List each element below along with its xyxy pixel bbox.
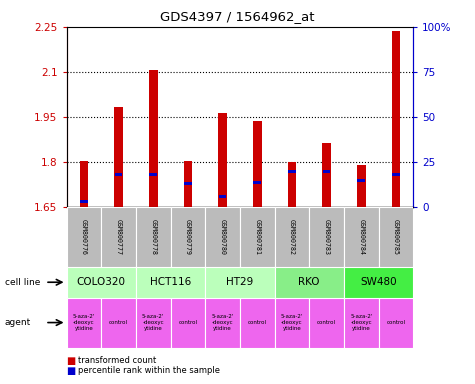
Bar: [344, 298, 379, 348]
Text: control: control: [248, 320, 267, 325]
Bar: [66, 298, 101, 348]
Bar: [287, 162, 296, 207]
Text: GSM800782: GSM800782: [289, 219, 295, 255]
Text: COLO320: COLO320: [76, 277, 126, 287]
Text: control: control: [317, 320, 336, 325]
Text: GDS4397 / 1564962_at: GDS4397 / 1564962_at: [160, 10, 315, 23]
Text: control: control: [109, 320, 128, 325]
Text: 5-aza-2'
-deoxyc
ytidine: 5-aza-2' -deoxyc ytidine: [211, 314, 234, 331]
Bar: [171, 207, 205, 267]
Bar: [357, 165, 366, 207]
Text: GSM800781: GSM800781: [254, 219, 260, 255]
Text: HT29: HT29: [226, 277, 254, 287]
Bar: [114, 107, 123, 207]
Bar: [136, 298, 171, 348]
Text: ■: ■: [66, 366, 76, 376]
Bar: [253, 180, 261, 184]
Bar: [322, 143, 331, 207]
Bar: [79, 161, 88, 207]
Text: GSM800776: GSM800776: [81, 219, 87, 255]
Text: control: control: [179, 320, 198, 325]
Text: GSM800783: GSM800783: [323, 219, 330, 255]
Text: HCT116: HCT116: [150, 277, 191, 287]
Bar: [218, 113, 227, 207]
Text: 5-aza-2'
-deoxyc
ytidine: 5-aza-2' -deoxyc ytidine: [73, 314, 95, 331]
Text: GSM800778: GSM800778: [150, 219, 156, 255]
Bar: [66, 207, 101, 267]
Bar: [149, 70, 158, 207]
Text: GSM800777: GSM800777: [115, 219, 122, 255]
Bar: [379, 298, 413, 348]
Text: SW480: SW480: [360, 277, 397, 287]
Text: ■: ■: [66, 356, 76, 366]
Bar: [205, 267, 275, 298]
Bar: [240, 207, 275, 267]
Bar: [205, 298, 240, 348]
Bar: [275, 267, 344, 298]
Bar: [101, 298, 136, 348]
Bar: [205, 207, 240, 267]
Bar: [357, 179, 365, 182]
Bar: [240, 298, 275, 348]
Bar: [171, 298, 205, 348]
Text: 5-aza-2'
-deoxyc
ytidine: 5-aza-2' -deoxyc ytidine: [281, 314, 303, 331]
Bar: [184, 182, 192, 185]
Bar: [136, 207, 171, 267]
Text: GSM800785: GSM800785: [393, 219, 399, 255]
Bar: [344, 267, 413, 298]
Text: control: control: [387, 320, 406, 325]
Text: RKO: RKO: [298, 277, 320, 287]
Bar: [379, 207, 413, 267]
Bar: [149, 173, 157, 176]
Text: GSM800784: GSM800784: [358, 219, 364, 255]
Text: 5-aza-2'
-deoxyc
ytidine: 5-aza-2' -deoxyc ytidine: [142, 314, 164, 331]
Text: transformed count: transformed count: [78, 356, 157, 366]
Bar: [309, 298, 344, 348]
Bar: [275, 207, 309, 267]
Text: percentile rank within the sample: percentile rank within the sample: [78, 366, 220, 375]
Bar: [66, 267, 136, 298]
Text: GSM800779: GSM800779: [185, 219, 191, 255]
Bar: [80, 200, 88, 204]
Text: agent: agent: [5, 318, 31, 327]
Bar: [114, 173, 123, 176]
Bar: [101, 207, 136, 267]
Bar: [344, 207, 379, 267]
Text: GSM800780: GSM800780: [219, 219, 226, 255]
Bar: [275, 298, 309, 348]
Bar: [218, 195, 227, 198]
Bar: [136, 267, 205, 298]
Bar: [392, 173, 400, 176]
Bar: [309, 207, 344, 267]
Bar: [391, 31, 400, 207]
Text: 5-aza-2'
-deoxyc
ytidine: 5-aza-2' -deoxyc ytidine: [350, 314, 372, 331]
Text: cell line: cell line: [5, 278, 40, 287]
Bar: [323, 170, 331, 173]
Bar: [288, 170, 296, 173]
Bar: [253, 121, 262, 207]
Bar: [183, 161, 192, 207]
